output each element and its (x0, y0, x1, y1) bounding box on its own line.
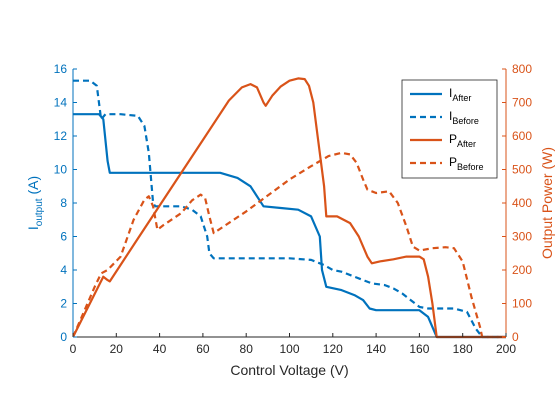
left-y-tick-label: 8 (60, 196, 67, 210)
left-y-tick-label: 0 (60, 330, 67, 344)
series-line-p-after (73, 77, 506, 339)
left-y-axis-label: Ioutput (A) (25, 176, 45, 230)
legend-entry-label: IAfter (449, 86, 471, 103)
left-y-tick-label: 4 (60, 263, 67, 277)
x-tick-label: 200 (496, 342, 516, 356)
right-y-tick-label: 400 (512, 196, 532, 210)
legend-entry-label: PAfter (449, 132, 476, 149)
left-y-tick-label: 2 (60, 297, 67, 311)
right-y-tick-label: 500 (512, 163, 532, 177)
x-axis-label: Control Voltage (V) (230, 362, 348, 378)
x-tick-label: 140 (366, 342, 386, 356)
x-tick-label: 0 (70, 342, 77, 356)
right-y-tick-label: 0 (512, 330, 519, 344)
x-tick-label: 100 (279, 342, 299, 356)
x-tick-label: 160 (409, 342, 429, 356)
legend-entry-label: PBefore (449, 155, 484, 172)
series-line-i-after (73, 113, 506, 339)
x-tick-label: 20 (110, 342, 124, 356)
series-group (73, 77, 506, 339)
right-y-tick-label: 300 (512, 230, 532, 244)
x-tick-label: 80 (240, 342, 254, 356)
left-y-tick-label: 6 (60, 230, 67, 244)
right-y-tick-label: 100 (512, 297, 532, 311)
legend-entry-label: IBefore (449, 109, 479, 126)
axes-group: 0 20 40 60 80 100 120 140 160 180 2000246810121416… (25, 62, 555, 378)
right-y-tick-label: 700 (512, 96, 532, 110)
x-tick-label: 60 (196, 342, 210, 356)
left-y-tick-label: 14 (54, 96, 68, 110)
right-y-tick-label: 600 (512, 129, 532, 143)
left-y-tick-label: 10 (54, 163, 68, 177)
x-tick-label: 40 (153, 342, 167, 356)
right-y-tick-label: 800 (512, 62, 532, 76)
series-line-i-before (73, 79, 506, 339)
right-y-axis-label: Output Power (W) (539, 147, 555, 259)
legend-box (401, 79, 498, 179)
series-line-p-before (73, 151, 506, 339)
x-tick-label: 120 (323, 342, 343, 356)
right-y-tick-label: 200 (512, 263, 532, 277)
left-y-tick-label: 16 (54, 62, 68, 76)
legend[interactable]: IAfter IBefore PAfter PBefore (401, 79, 498, 179)
x-tick-label: 180 (453, 342, 473, 356)
left-y-tick-label: 12 (54, 129, 68, 143)
